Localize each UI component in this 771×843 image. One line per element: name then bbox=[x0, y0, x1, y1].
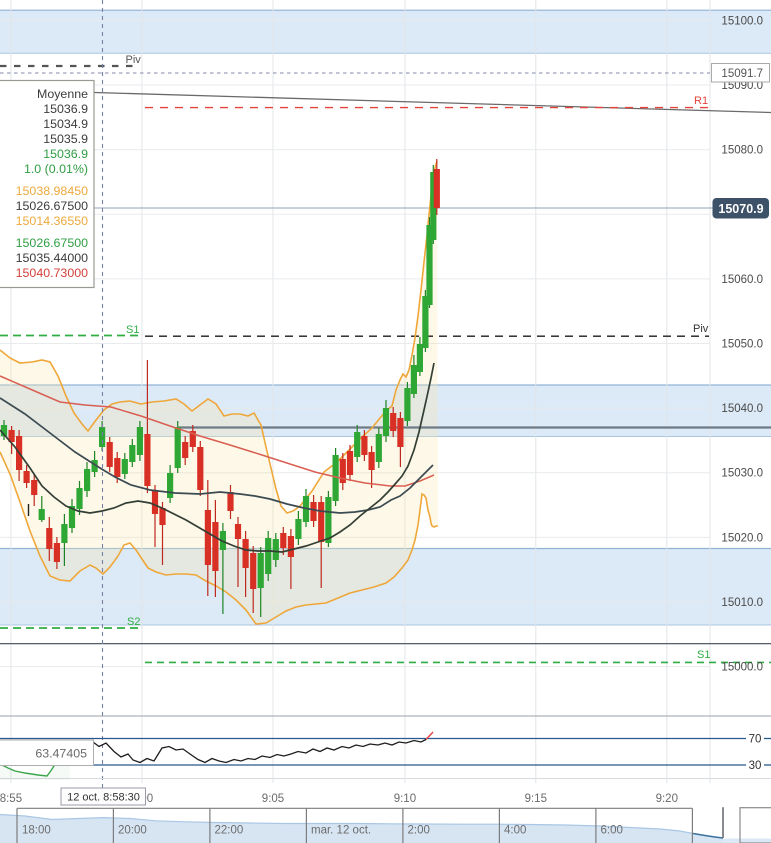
svg-text:15090.0: 15090.0 bbox=[721, 80, 763, 92]
svg-text:18:00: 18:00 bbox=[22, 825, 51, 837]
svg-text:15040.73000: 15040.73000 bbox=[16, 266, 88, 280]
svg-text:15091.7: 15091.7 bbox=[721, 68, 763, 80]
svg-text:R1: R1 bbox=[694, 95, 708, 107]
svg-text:15014.36550: 15014.36550 bbox=[16, 214, 88, 228]
svg-text:8:55: 8:55 bbox=[0, 793, 22, 805]
svg-text:70: 70 bbox=[749, 734, 762, 746]
svg-text:15060.0: 15060.0 bbox=[721, 274, 763, 286]
svg-text:15020.0: 15020.0 bbox=[721, 532, 763, 544]
svg-text:9:20: 9:20 bbox=[656, 793, 678, 805]
svg-text:15050.0: 15050.0 bbox=[721, 339, 763, 351]
svg-text:Piv: Piv bbox=[126, 54, 142, 66]
svg-text:15070.9: 15070.9 bbox=[718, 202, 763, 216]
svg-text:S1: S1 bbox=[126, 324, 139, 336]
svg-text:2:00: 2:00 bbox=[408, 825, 430, 837]
svg-text:9:10: 9:10 bbox=[394, 793, 416, 805]
svg-text:15026.67500: 15026.67500 bbox=[16, 199, 88, 213]
svg-text:15100.0: 15100.0 bbox=[721, 16, 763, 28]
svg-text:S1: S1 bbox=[697, 649, 710, 661]
svg-text:15038.98450: 15038.98450 bbox=[16, 184, 88, 198]
svg-text:15034.9: 15034.9 bbox=[43, 117, 88, 131]
svg-text:15040.0: 15040.0 bbox=[721, 403, 763, 415]
svg-text:30: 30 bbox=[749, 760, 762, 772]
svg-text:Moyenne: Moyenne bbox=[37, 87, 88, 101]
svg-text:15080.0: 15080.0 bbox=[721, 145, 763, 157]
svg-text:15035.44000: 15035.44000 bbox=[16, 251, 88, 265]
svg-text:63.47405: 63.47405 bbox=[35, 747, 87, 761]
svg-text:15035.9: 15035.9 bbox=[43, 132, 88, 146]
svg-text:9:05: 9:05 bbox=[262, 793, 284, 805]
svg-text:22:00: 22:00 bbox=[215, 825, 244, 837]
svg-text:15030.0: 15030.0 bbox=[721, 468, 763, 480]
svg-text:15026.67500: 15026.67500 bbox=[16, 236, 88, 250]
svg-text:20:00: 20:00 bbox=[118, 825, 147, 837]
svg-text:S2: S2 bbox=[127, 616, 140, 628]
svg-text:9:15: 9:15 bbox=[525, 793, 547, 805]
svg-text:Piv: Piv bbox=[693, 323, 709, 335]
svg-text:15036.9: 15036.9 bbox=[43, 102, 88, 116]
svg-text:12 oct. 8:58:30: 12 oct. 8:58:30 bbox=[67, 792, 140, 804]
svg-text:1.0 (0.01%): 1.0 (0.01%) bbox=[24, 162, 88, 176]
svg-text:15036.9: 15036.9 bbox=[43, 147, 88, 161]
svg-text:mar. 12 oct.: mar. 12 oct. bbox=[311, 825, 371, 837]
svg-text:4:00: 4:00 bbox=[504, 825, 526, 837]
svg-text:15000.0: 15000.0 bbox=[721, 662, 763, 674]
svg-text:15010.0: 15010.0 bbox=[721, 597, 763, 609]
svg-text:6:00: 6:00 bbox=[601, 825, 623, 837]
